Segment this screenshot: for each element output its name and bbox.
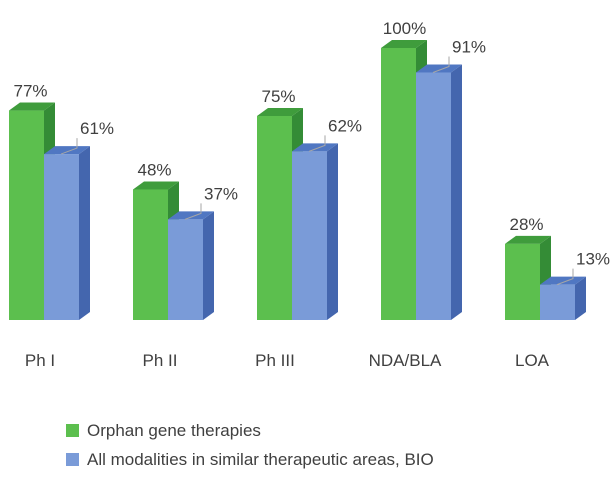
bar-ph-ii-s1	[133, 181, 179, 320]
bar-nda-bla-s2	[416, 64, 462, 320]
category-label-ph-iii: Ph III	[255, 351, 295, 370]
value-label-loa-s1: 28%	[509, 215, 543, 234]
category-label-ph-ii: Ph II	[143, 351, 178, 370]
bar-loa-s2	[540, 276, 586, 320]
value-leader-line-loa	[556, 268, 574, 286]
legend-swatch-orphan	[66, 424, 79, 437]
value-label-ph-i-s2: 61%	[80, 119, 114, 138]
legend-swatch-all-modalities	[66, 453, 79, 466]
value-label-loa-s2: 13%	[576, 250, 610, 269]
bar-ph-i-s2	[44, 146, 90, 320]
value-label-ph-i-s1: 77%	[13, 82, 47, 101]
category-labels-layer: Ph I Ph II Ph III NDA/BLA LOA	[25, 351, 550, 370]
legend-label-all-modalities: All modalities in similar therapeutic ar…	[87, 449, 434, 469]
bar-ph-iii-s2	[292, 143, 338, 320]
value-labels-layer: 77% 61% 48% 37% 75% 62% 100% 91% 28% 13%	[13, 19, 610, 286]
value-leader-line-ph-iii	[308, 135, 326, 152]
bars-layer	[9, 40, 586, 320]
legend: Orphan gene therapies All modalities in …	[66, 416, 434, 474]
legend-item-all-modalities: All modalities in similar therapeutic ar…	[66, 445, 434, 474]
category-label-ph-i: Ph I	[25, 351, 55, 370]
value-label-ph-ii-s1: 48%	[137, 160, 171, 179]
value-label-nda-bla-s1: 100%	[383, 19, 426, 38]
bar-ph-ii-s2	[168, 211, 214, 320]
value-leader-line-ph-ii	[184, 203, 202, 220]
value-label-ph-iii-s2: 62%	[328, 116, 362, 135]
category-label-loa: LOA	[515, 351, 550, 370]
value-leader-line-nda-bla	[432, 56, 450, 73]
legend-item-orphan: Orphan gene therapies	[66, 416, 434, 445]
category-label-nda-bla: NDA/BLA	[369, 351, 442, 370]
legend-label-orphan: Orphan gene therapies	[87, 420, 261, 440]
value-label-ph-ii-s2: 37%	[204, 184, 238, 203]
value-leader-line-ph-i	[60, 138, 78, 155]
value-label-ph-iii-s1: 75%	[261, 87, 295, 106]
value-label-nda-bla-s2: 91%	[452, 37, 486, 56]
